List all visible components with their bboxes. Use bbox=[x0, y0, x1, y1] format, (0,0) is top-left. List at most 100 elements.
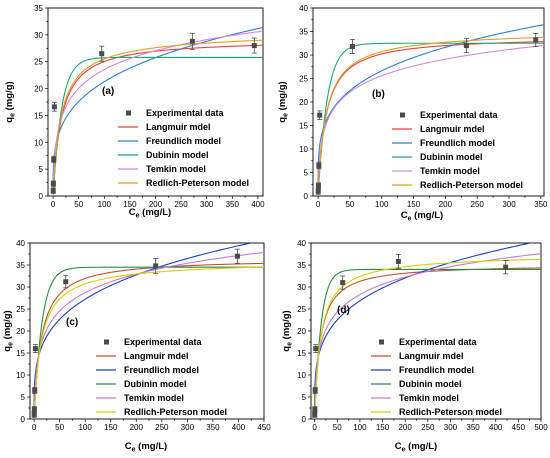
data-point bbox=[395, 258, 401, 264]
y-axis-title: qe (mg/g) bbox=[281, 310, 294, 351]
x-tick-label: 100 bbox=[98, 200, 112, 209]
legend-label: Redlich-Peterson model bbox=[146, 178, 249, 188]
y-tick-label: 25 bbox=[34, 58, 43, 67]
data-point bbox=[313, 346, 319, 352]
series-line-temkin bbox=[314, 253, 541, 419]
x-tick-label: 300 bbox=[181, 423, 195, 432]
panel-label: (b) bbox=[372, 89, 385, 100]
data-point bbox=[50, 188, 56, 194]
y-tick-label: 25 bbox=[297, 305, 306, 314]
x-tick-label: 100 bbox=[353, 423, 367, 432]
x-tick-label: 100 bbox=[78, 423, 92, 432]
x-tick-label: 350 bbox=[534, 200, 548, 209]
panel-label: (c) bbox=[66, 317, 78, 328]
legend-marker bbox=[400, 112, 405, 118]
y-tick-label: 20 bbox=[34, 85, 43, 94]
plot-frame bbox=[29, 242, 265, 420]
data-point bbox=[51, 104, 57, 110]
x-tick-label: 250 bbox=[155, 423, 169, 432]
y-tick-label: 25 bbox=[16, 305, 25, 314]
legend-label: Experimental data bbox=[420, 110, 499, 120]
x-tick-label: 100 bbox=[375, 200, 389, 209]
legend-label: Dubinin model bbox=[146, 150, 209, 160]
x-tick-label: 200 bbox=[439, 200, 453, 209]
y-tick-label: 20 bbox=[297, 327, 306, 336]
y-tick-label: 30 bbox=[34, 31, 43, 40]
plot-frame bbox=[47, 7, 264, 197]
legend-label: Langmuir mdel bbox=[124, 351, 189, 361]
data-point bbox=[317, 112, 323, 118]
data-point bbox=[31, 412, 37, 418]
chart-panel-3: 0 50 100 150 200 250 300 350 400 450 0 5 10 15 20 25 30 3… bbox=[2, 239, 271, 454]
plot-area bbox=[314, 243, 541, 419]
legend-label: Freundlich model bbox=[420, 138, 495, 148]
legend-label: Langmuir mdel bbox=[399, 351, 464, 361]
data-point bbox=[234, 253, 240, 259]
series-line-dubinin bbox=[314, 268, 541, 419]
x-tick-label: 200 bbox=[130, 423, 144, 432]
plot-frame bbox=[312, 7, 545, 197]
x-tick-label: 0 bbox=[51, 200, 56, 209]
series-line-rp bbox=[314, 258, 541, 419]
x-tick-label: 450 bbox=[512, 423, 526, 432]
y-tick-label: 35 bbox=[34, 4, 43, 13]
y-tick-label: 35 bbox=[16, 261, 25, 270]
data-point bbox=[312, 412, 318, 418]
legend-label: Temkin model bbox=[399, 393, 459, 403]
data-point bbox=[32, 387, 38, 393]
y-tick-label: 10 bbox=[297, 371, 306, 380]
plot-frame bbox=[310, 242, 542, 420]
legend-label: Freundlich model bbox=[399, 365, 474, 375]
data-point bbox=[312, 406, 318, 412]
x-tick-label: 0 bbox=[312, 423, 317, 432]
legend-marker bbox=[126, 110, 131, 116]
x-tick-label: 50 bbox=[345, 200, 354, 209]
x-tick-label: 50 bbox=[74, 200, 83, 209]
legend-label: Langmuir mdel bbox=[420, 124, 485, 134]
data-point bbox=[63, 279, 69, 285]
y-tick-label: 30 bbox=[16, 283, 25, 292]
x-tick-label: 0 bbox=[316, 200, 321, 209]
data-point bbox=[315, 188, 321, 194]
data-point bbox=[50, 181, 56, 187]
legend-label: Redlich-Peterson model bbox=[124, 407, 227, 417]
x-tick-label: 150 bbox=[376, 423, 390, 432]
y-tick-label: 35 bbox=[297, 261, 306, 270]
legend-label: Langmuir mdel bbox=[146, 122, 211, 132]
series-line-rp bbox=[317, 36, 544, 196]
x-tick-label: 0 bbox=[32, 423, 37, 432]
x-tick-label: 300 bbox=[200, 200, 214, 209]
x-tick-label: 450 bbox=[257, 423, 271, 432]
y-axis-title: qe (mg/g) bbox=[4, 81, 17, 122]
y-tick-label: 10 bbox=[34, 138, 43, 147]
x-tick-label: 400 bbox=[232, 423, 246, 432]
legend-label: Dubinin model bbox=[420, 152, 483, 162]
y-tick-label: 30 bbox=[299, 51, 308, 60]
plot-area bbox=[33, 243, 264, 419]
y-tick-label: 40 bbox=[16, 239, 25, 248]
data-point bbox=[99, 51, 105, 57]
y-tick-label: 15 bbox=[297, 349, 306, 358]
data-point bbox=[503, 264, 509, 270]
y-tick-label: 25 bbox=[299, 75, 308, 84]
series-line-rp bbox=[52, 39, 263, 196]
legend-label: Dubinin model bbox=[399, 379, 462, 389]
legend-label: Redlich-Peterson model bbox=[399, 407, 502, 417]
x-tick-label: 350 bbox=[206, 423, 220, 432]
x-tick-label: 250 bbox=[471, 200, 485, 209]
x-axis-title: Ce (mg/L) bbox=[129, 207, 171, 220]
y-tick-label: 5 bbox=[302, 393, 307, 402]
chart-panel-2: 0 50 100 150 200 250 300 350 0 5 10 15 20 25 30 35 40 (b)… bbox=[277, 4, 548, 223]
legend-label: Experimental data bbox=[399, 337, 478, 347]
y-tick-label: 0 bbox=[302, 415, 307, 424]
y-tick-label: 30 bbox=[297, 283, 306, 292]
legend-label: Redlich-Peterson model bbox=[420, 180, 523, 190]
data-point bbox=[153, 263, 159, 269]
series-line-dubinin bbox=[317, 42, 544, 196]
x-axis-title: Ce (mg/L) bbox=[125, 441, 167, 454]
legend: Experimental data Langmuir mdel Freundlich… bbox=[371, 337, 502, 417]
x-tick-label: 50 bbox=[55, 423, 64, 432]
data-point bbox=[189, 38, 195, 44]
legend-label: Experimental data bbox=[124, 337, 203, 347]
